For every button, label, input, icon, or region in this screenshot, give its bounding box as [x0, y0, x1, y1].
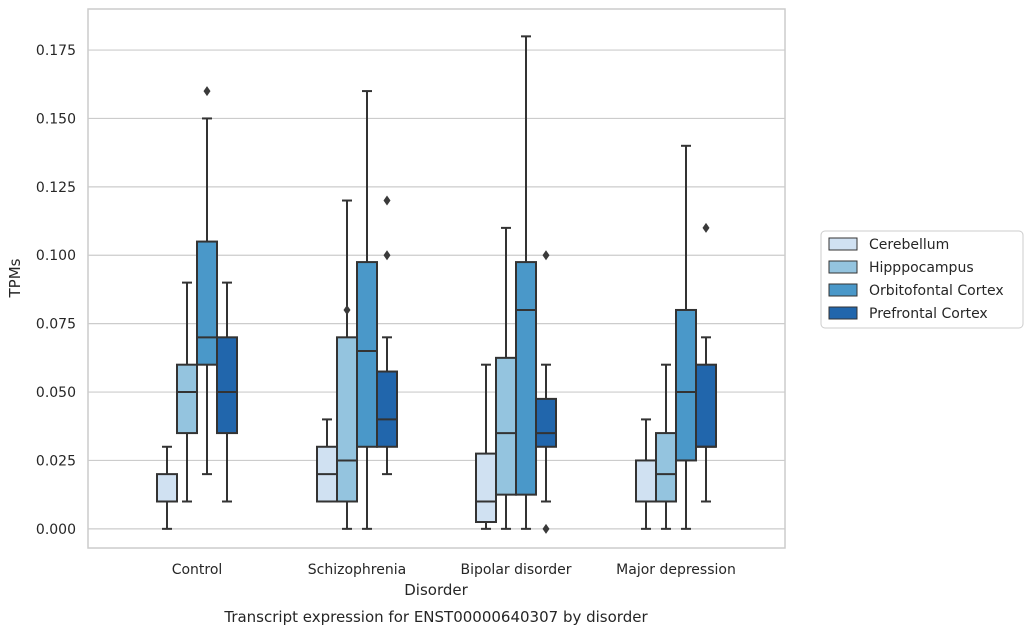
box-plot-area	[156, 35, 717, 534]
y-tick-label: 0.025	[36, 453, 76, 469]
plot-frame	[87, 8, 786, 549]
box-iqr	[196, 240, 218, 366]
x-tick-label: Schizophrenia	[308, 562, 406, 578]
y-tick-label: 0.075	[36, 317, 76, 333]
y-tick-label: 0.150	[36, 111, 76, 127]
legend-label: Orbitofontal Cortex	[869, 283, 1004, 299]
y-tick-label: 0.050	[36, 385, 76, 401]
box-0-1	[176, 281, 198, 503]
outlier-point	[383, 195, 391, 206]
box-0-3	[216, 281, 238, 503]
box-iqr	[336, 336, 358, 503]
box-3-2	[675, 144, 697, 530]
box-iqr	[695, 363, 717, 448]
outlier-point	[702, 222, 710, 233]
box-iqr	[635, 459, 657, 503]
x-tick-label: Bipolar disorder	[460, 562, 571, 578]
y-tick-label: 0.100	[36, 248, 76, 264]
legend-swatch	[828, 237, 858, 251]
legend-label: Hipppocampus	[869, 260, 974, 276]
x-tick-label: Control	[172, 562, 223, 578]
box-iqr	[515, 261, 537, 496]
box-2-1	[495, 226, 517, 530]
legend-label: Cerebellum	[869, 237, 949, 253]
box-1-3	[376, 195, 398, 476]
box-iqr	[475, 452, 497, 524]
box-iqr	[216, 336, 238, 435]
legend-swatch	[828, 260, 858, 274]
outlier-point	[542, 250, 550, 261]
box-iqr	[495, 356, 517, 496]
box-3-3	[695, 222, 717, 503]
y-tick-label: 0.175	[36, 43, 76, 59]
x-tick-label: Major depression	[616, 562, 736, 578]
legend-box	[820, 230, 1024, 329]
box-2-2	[515, 35, 537, 530]
box-iqr	[535, 397, 557, 448]
y-axis-ticks: 0.000 0.025 0.050 0.075 0.100 0.125 0.150 0.175	[36, 43, 76, 538]
figure-caption: Transcript expression for ENST0000064030…	[223, 608, 648, 626]
box-iqr	[356, 261, 378, 448]
box-iqr	[376, 370, 398, 448]
legend-label: Prefrontal Cortex	[869, 306, 988, 322]
box-1-2	[356, 90, 378, 530]
box-2-3	[535, 250, 557, 534]
box-1-1	[336, 199, 358, 530]
legend: Cerebellum Hipppocampus Orbitofontal Corte…	[820, 230, 1024, 329]
outlier-point	[383, 250, 391, 261]
x-axis-ticks: Control Schizophrenia Bipolar disorder Majo…	[172, 562, 736, 578]
outlier-point	[343, 304, 351, 315]
outlier-point	[542, 523, 550, 534]
box-iqr	[655, 432, 677, 503]
legend-swatch	[828, 306, 858, 320]
box-2-0	[475, 363, 497, 530]
legend-swatch	[828, 283, 858, 297]
y-tick-label: 0.125	[36, 180, 76, 196]
box-1-0	[316, 418, 338, 503]
box-0-2	[196, 86, 218, 476]
box-0-0	[156, 445, 178, 530]
box-iqr	[675, 308, 697, 462]
box-3-1	[655, 363, 677, 530]
y-tick-label: 0.000	[36, 522, 76, 538]
x-axis-title: Disorder	[404, 581, 468, 599]
box-3-0	[635, 418, 657, 530]
box-iqr	[176, 363, 198, 435]
y-axis-title: TPMs	[6, 258, 24, 298]
box-iqr	[156, 473, 178, 503]
outlier-point	[203, 86, 211, 97]
